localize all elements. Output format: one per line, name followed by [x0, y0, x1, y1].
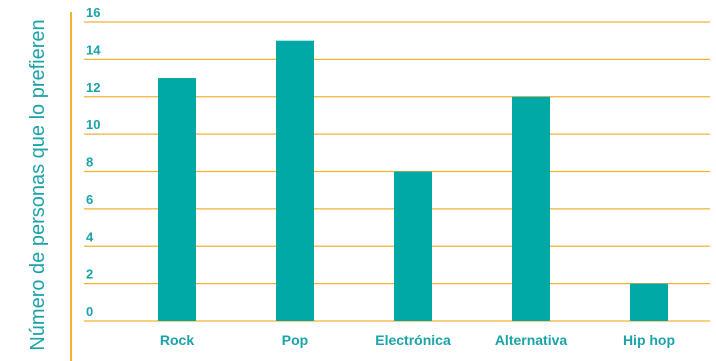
x-category-label: Pop [282, 332, 308, 348]
y-tick-labels: 0 2 4 6 8 10 12 14 16 [86, 5, 101, 319]
x-category-label: Rock [160, 332, 194, 348]
bars [158, 40, 668, 321]
x-category-label: Electrónica [375, 332, 451, 348]
bar-alternativa [512, 96, 550, 321]
y-tick-label: 14 [86, 42, 101, 57]
x-category-label: Hip hop [623, 332, 675, 348]
y-tick-label: 2 [86, 267, 93, 282]
y-tick-label: 6 [86, 192, 93, 207]
x-category-labels: Rock Pop Electrónica Alternativa Hip hop [160, 332, 675, 348]
y-tick-label: 4 [86, 229, 94, 244]
y-tick-label: 16 [86, 5, 100, 20]
y-tick-label: 12 [86, 80, 100, 95]
x-category-label: Alternativa [495, 332, 568, 348]
y-tick-label: 0 [86, 304, 93, 319]
y-tick-label: 10 [86, 117, 100, 132]
y-tick-label: 8 [86, 155, 93, 170]
y-axis-label: Número de personas que lo prefieren [27, 19, 49, 350]
bar-pop [276, 40, 314, 321]
bar-rock [158, 78, 196, 321]
bar-electrónica [394, 171, 432, 321]
bar-hip-hop [630, 283, 668, 321]
